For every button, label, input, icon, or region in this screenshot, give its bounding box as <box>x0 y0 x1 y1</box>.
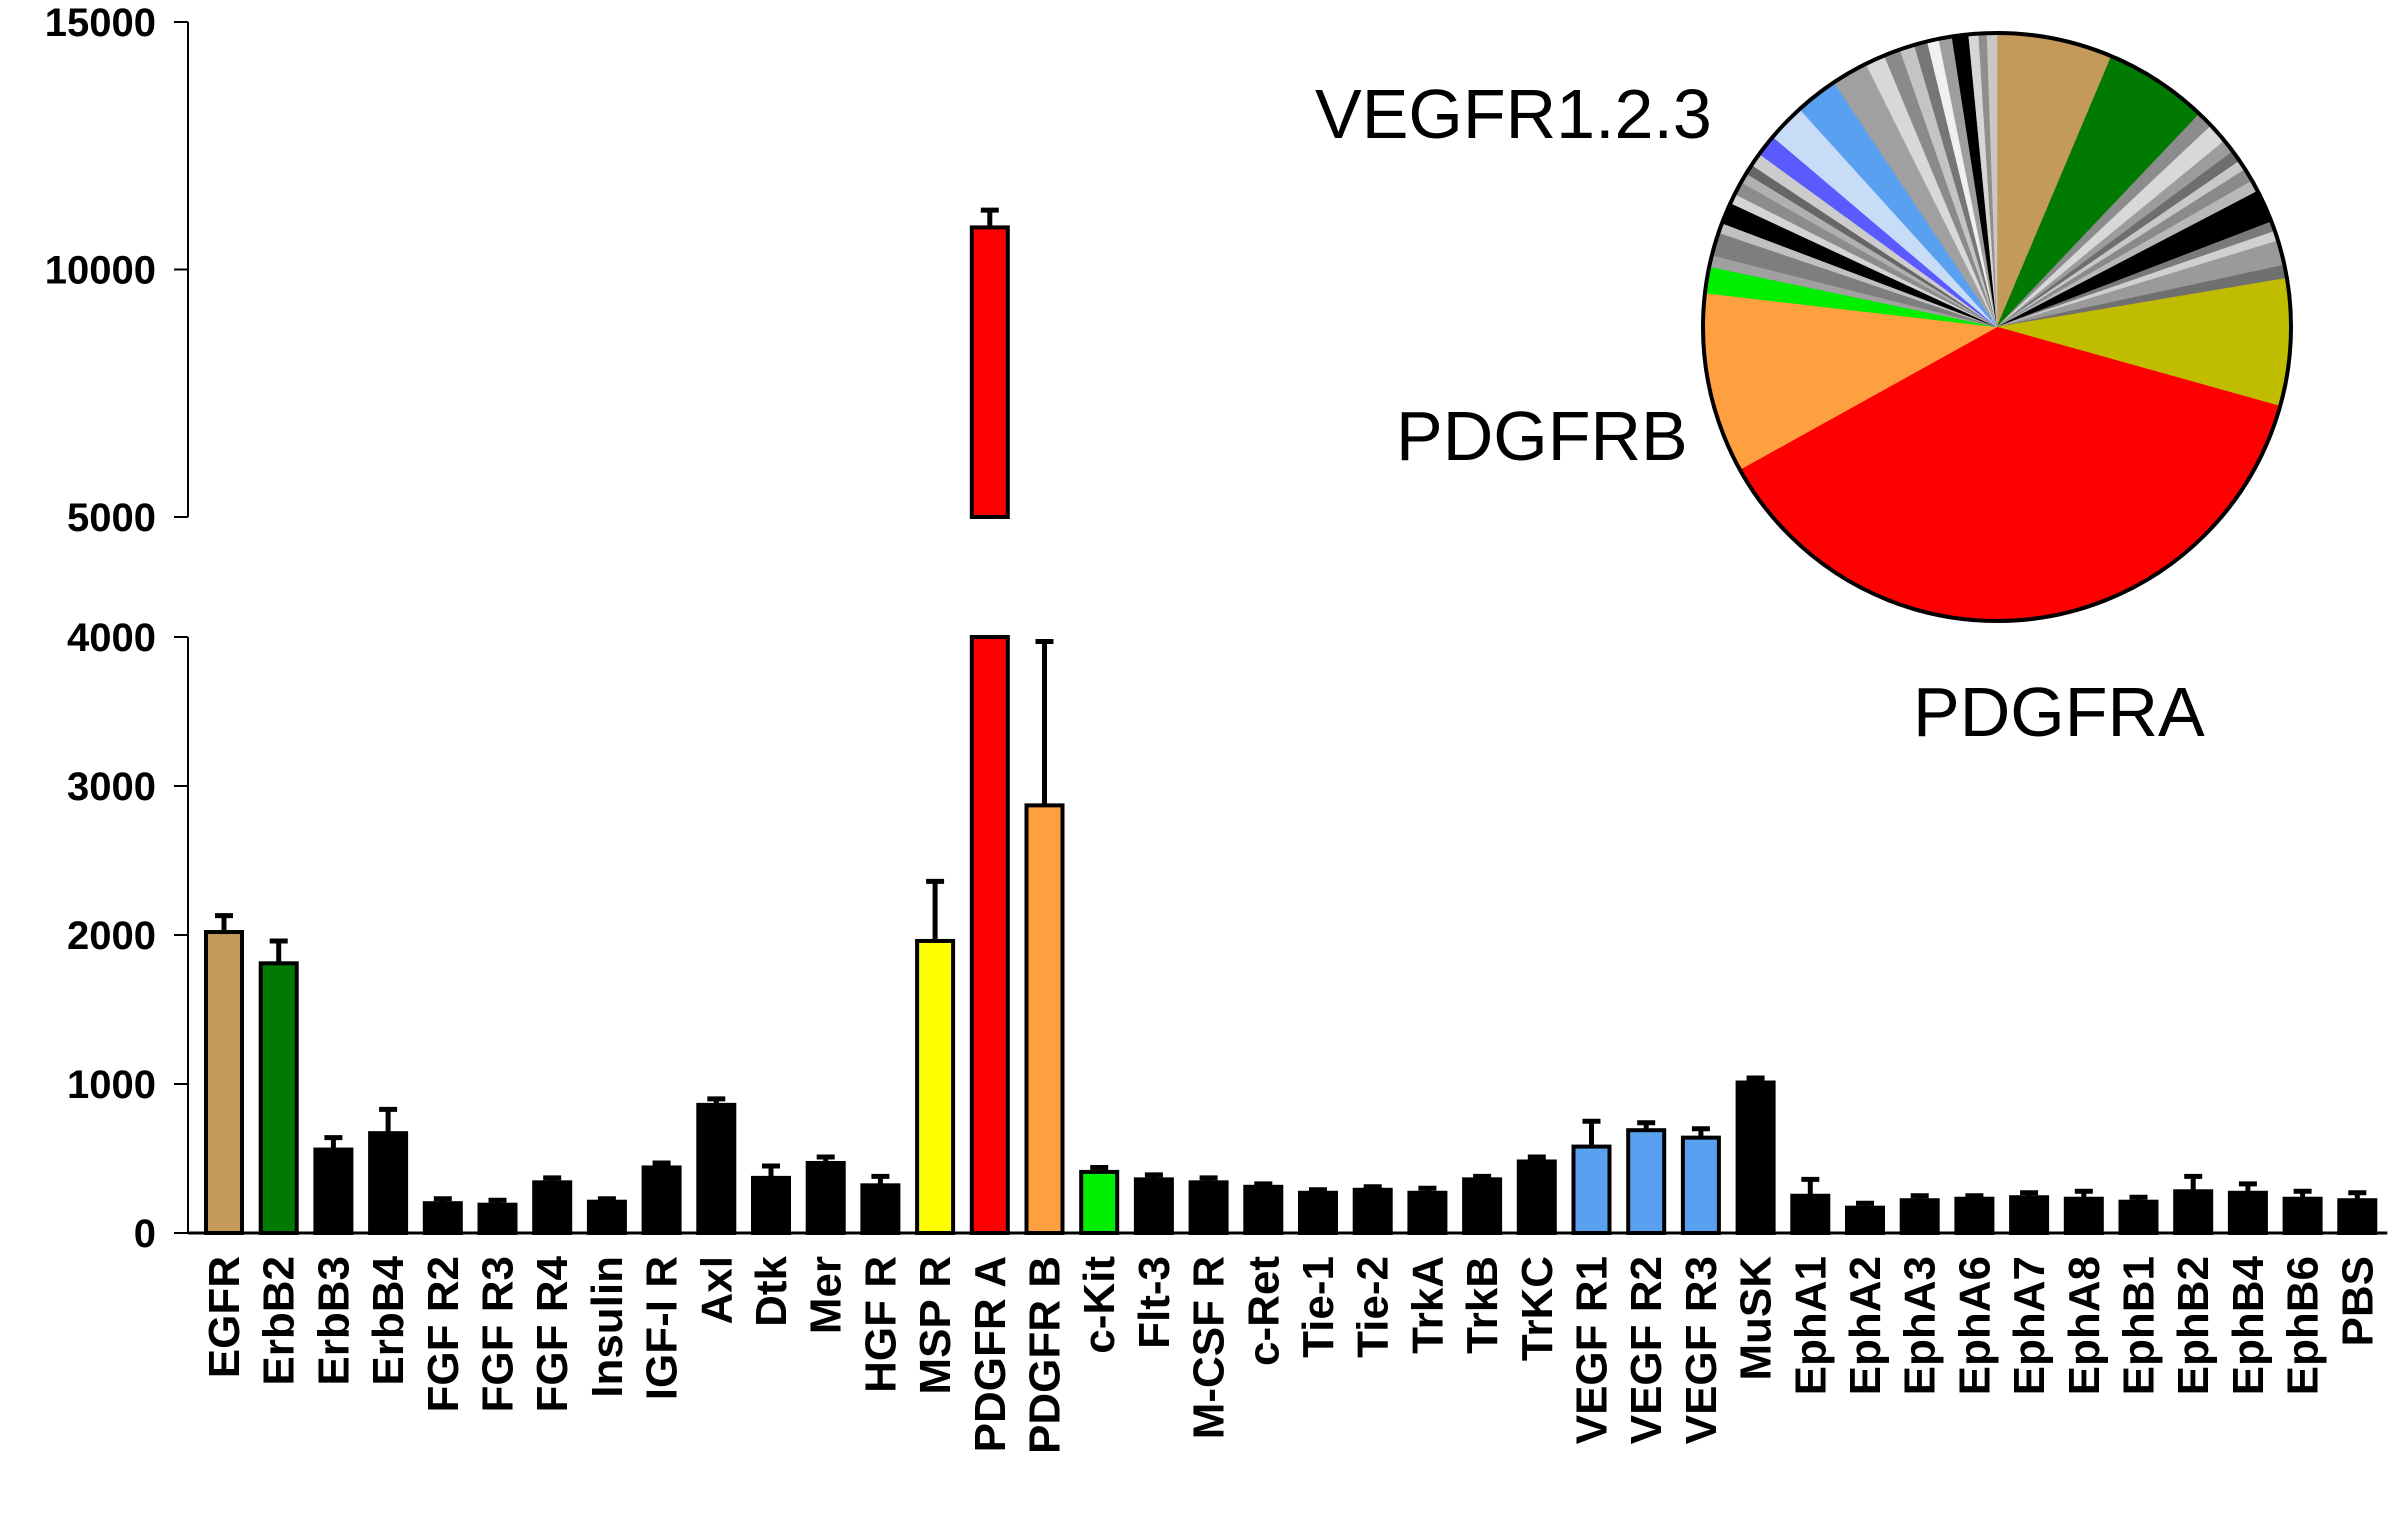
bar-lower-segment <box>969 635 1010 1235</box>
x-category-label: Tie-1 <box>1294 1256 1343 1358</box>
bar <box>258 961 299 1235</box>
x-category-label: VEGF R2 <box>1622 1256 1671 1444</box>
y-tick-label: 0 <box>134 1212 156 1256</box>
bar <box>1571 1144 1612 1235</box>
bar <box>2118 1199 2159 1235</box>
bar <box>368 1131 409 1236</box>
x-category-label: EGFR <box>200 1256 249 1378</box>
pie-label-vegfr: VEGFR1.2.3 <box>1315 75 1712 153</box>
x-category-label: EphA1 <box>1786 1256 1835 1395</box>
pie-label-pdgfrb: PDGFRB <box>1396 397 1688 475</box>
pie-outline <box>1701 31 2293 623</box>
x-category-label: FGF R4 <box>528 1255 577 1412</box>
x-category-label: EphB4 <box>2224 1255 2273 1395</box>
x-category-label: EphA6 <box>1950 1256 1999 1395</box>
x-category-label: c-Ret <box>1239 1256 1288 1366</box>
bar <box>1462 1177 1503 1235</box>
bar <box>2009 1195 2050 1235</box>
y-tick-label: 15000 <box>45 1 156 45</box>
bar <box>1899 1198 1940 1235</box>
bar <box>1845 1205 1885 1236</box>
x-category-label: VEGF R1 <box>1568 1256 1617 1444</box>
bar <box>641 1165 682 1235</box>
x-category-label: Dtk <box>747 1255 796 1326</box>
x-category-label: c-Kit <box>1075 1256 1124 1354</box>
bar <box>532 1180 573 1235</box>
x-category-label: EphA8 <box>2060 1256 2109 1395</box>
x-category-label: Mer <box>802 1256 851 1334</box>
x-category-label: EphB6 <box>2279 1256 2328 1395</box>
bar <box>586 1199 627 1235</box>
x-category-label: Tie-2 <box>1349 1256 1398 1358</box>
x-category-label: ErbB2 <box>255 1256 304 1386</box>
x-category-label: PDGFR A <box>966 1256 1015 1452</box>
x-category-label: TrKC <box>1513 1256 1562 1361</box>
bar <box>696 1102 737 1235</box>
x-axis: EGFR ErbB2 ErbB3 ErbB4 FGF R2 FGF R3 FGF R4 Ins… <box>188 1231 2388 1454</box>
bar <box>860 1183 901 1235</box>
bar <box>915 938 956 1236</box>
x-category-label: VEGF R3 <box>1677 1256 1726 1444</box>
pie-chart: VEGFR1.2.3 PDGFRB PDGFRA <box>1315 31 2293 751</box>
bar <box>2282 1196 2323 1235</box>
x-category-label: PBS <box>2333 1256 2382 1346</box>
pie-slices-group <box>1702 32 2292 622</box>
y-tick-label: 5000 <box>67 496 156 540</box>
bar <box>1735 1080 1776 1236</box>
bar <box>1790 1193 1831 1235</box>
x-category-label: MuSK <box>1732 1256 1781 1381</box>
bar <box>1954 1196 1995 1235</box>
bar <box>204 930 244 1236</box>
bar <box>1680 1135 1721 1236</box>
bar <box>1133 1177 1174 1235</box>
x-category-label: ErbB3 <box>309 1256 358 1386</box>
x-category-label: IGF-I R <box>638 1256 687 1400</box>
x-category-label: EphA2 <box>1841 1256 1890 1395</box>
x-category-label: HGF R <box>856 1256 905 1393</box>
bar <box>2227 1190 2268 1236</box>
x-category-label: M-CSF R <box>1185 1256 1234 1439</box>
x-category-label: TrkA <box>1403 1256 1452 1354</box>
bar <box>1298 1190 1338 1236</box>
y-axis: 0 1000 2000 3000 4000 5000 10000 15000 <box>45 1 189 1256</box>
bar <box>751 1175 791 1235</box>
y-tick-label: 2000 <box>67 914 156 958</box>
x-category-label: EphA3 <box>1896 1256 1945 1395</box>
bar <box>1407 1190 1448 1236</box>
bar <box>422 1201 463 1235</box>
y-tick-label: 3000 <box>67 765 156 809</box>
bar <box>2063 1196 2104 1235</box>
bar <box>1243 1184 1284 1236</box>
bar <box>477 1202 518 1235</box>
bar <box>1352 1187 1393 1236</box>
x-category-label: FGF R2 <box>419 1256 468 1412</box>
x-category-label: EphA7 <box>2005 1256 2054 1395</box>
bar-upper-segment <box>969 225 1010 520</box>
x-category-label: Flt-3 <box>1130 1256 1179 1349</box>
x-category-label: ErbB4 <box>364 1255 413 1385</box>
pie-label-pdgfra: PDGFRA <box>1913 673 2205 751</box>
bar <box>1516 1159 1557 1235</box>
x-category-label: Axl <box>692 1256 741 1324</box>
y-tick-label: 1000 <box>67 1063 156 1107</box>
bar <box>805 1160 846 1235</box>
y-tick-label: 10000 <box>45 249 156 293</box>
x-category-label: TrkB <box>1458 1256 1507 1354</box>
bar <box>313 1147 354 1236</box>
bar <box>1188 1180 1229 1235</box>
x-category-label: MSP R <box>911 1256 960 1395</box>
bar <box>1626 1128 1667 1235</box>
y-tick-label: 4000 <box>67 616 156 660</box>
x-category-label: EphB2 <box>2169 1256 2218 1395</box>
x-category-label: PDGFR B <box>1021 1256 1070 1454</box>
bar <box>2337 1198 2378 1235</box>
bar <box>1079 1169 1120 1236</box>
x-category-label: Insulin <box>583 1256 632 1398</box>
bar <box>1024 803 1065 1235</box>
x-category-label: EphB1 <box>2115 1256 2164 1395</box>
bar <box>2173 1189 2214 1236</box>
x-category-label: FGF R3 <box>474 1256 523 1412</box>
